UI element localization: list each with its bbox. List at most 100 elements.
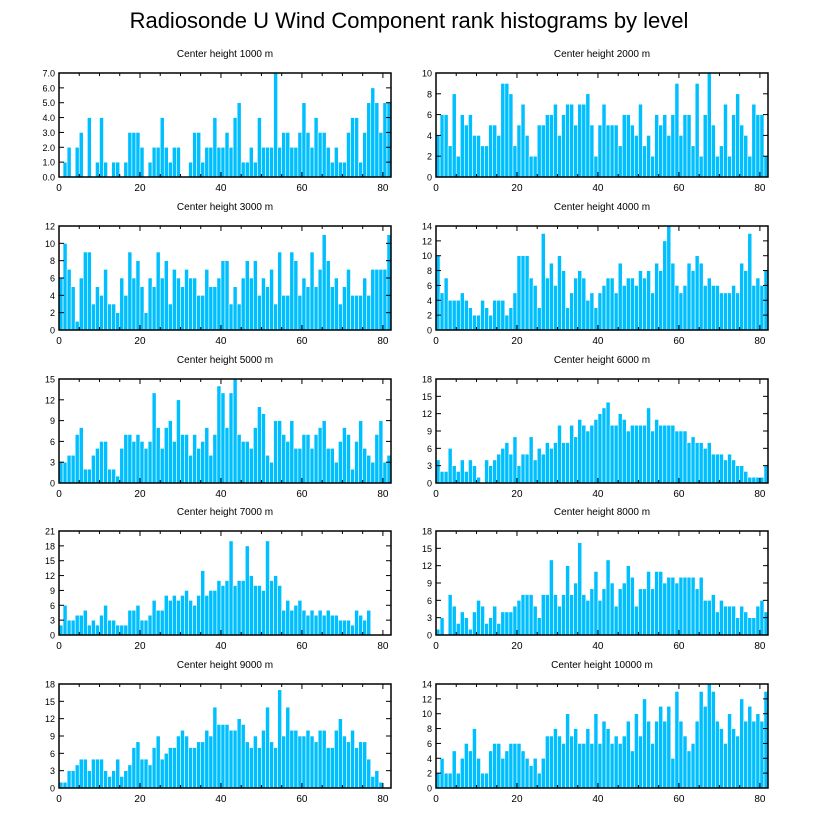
histogram-bar: [447, 594, 453, 636]
histogram-bar: [597, 124, 603, 178]
histogram-bar: [528, 594, 534, 636]
histogram-bar: [293, 260, 299, 331]
histogram-bar: [151, 392, 157, 484]
histogram-bar: [597, 743, 603, 789]
histogram-bar: [536, 124, 542, 178]
histogram-bar: [516, 600, 522, 636]
y-tick-label: 3: [427, 613, 432, 623]
histogram-bar: [297, 735, 303, 789]
y-tick-label: 2: [427, 769, 432, 779]
histogram-bar: [472, 465, 477, 484]
histogram-bar: [702, 114, 708, 178]
panel-frame: [435, 225, 769, 331]
histogram-bar: [103, 441, 108, 484]
histogram-bar: [309, 448, 315, 484]
y-tick-label: 14: [422, 222, 432, 232]
histogram-bar: [269, 461, 274, 484]
histogram-bar: [253, 161, 258, 178]
histogram-bar: [597, 600, 603, 636]
histogram-bar: [678, 720, 684, 789]
histogram-bar: [468, 307, 473, 331]
histogram-bar: [464, 743, 469, 789]
histogram-bar: [662, 424, 668, 484]
histogram-bar: [151, 747, 157, 789]
histogram-bar: [131, 441, 137, 484]
histogram-bar: [621, 735, 627, 789]
histogram-bar: [735, 735, 740, 789]
histogram-bar: [613, 424, 619, 484]
histogram-bar: [358, 420, 363, 484]
histogram-bar: [585, 728, 591, 789]
y-tick-label: 6: [50, 749, 55, 759]
histogram-bar: [557, 605, 562, 636]
histogram-bar: [362, 619, 368, 636]
histogram-bar: [374, 770, 380, 789]
histogram-bar: [686, 262, 692, 331]
histogram-bar: [747, 705, 753, 789]
histogram-bar: [224, 580, 230, 636]
x-tick-label: 80: [377, 183, 389, 194]
histogram-bar: [248, 277, 254, 331]
y-tick-label: 15: [45, 697, 55, 707]
histogram-bar: [350, 729, 355, 789]
histogram-bar: [103, 269, 108, 331]
histogram-bar: [439, 471, 445, 484]
y-tick-label: 18: [45, 541, 55, 551]
histogram-bar: [617, 262, 623, 331]
x-tick-label: 20: [511, 794, 523, 805]
x-tick-label: 0: [433, 794, 439, 805]
histogram-bar: [536, 307, 542, 331]
histogram-bar: [504, 611, 510, 636]
histogram-bar: [504, 750, 510, 789]
histogram-bar: [111, 770, 116, 789]
histogram-bar: [484, 307, 489, 331]
histogram-bar: [350, 468, 355, 484]
histogram-bar: [731, 728, 736, 789]
y-tick-label: 0: [50, 326, 55, 336]
histogram-bar: [285, 132, 291, 178]
histogram-bar: [265, 146, 270, 178]
histogram-bar: [338, 718, 343, 789]
histogram-bar: [232, 729, 238, 789]
histogram-bar: [646, 135, 651, 178]
histogram-bar: [569, 735, 574, 789]
histogram-bar: [184, 434, 189, 484]
histogram-bar: [561, 594, 566, 636]
histogram-bar: [354, 609, 359, 636]
histogram-bar: [569, 292, 574, 331]
histogram-bar: [447, 145, 453, 178]
y-tick-label: 21: [45, 527, 55, 537]
histogram-bar: [216, 580, 222, 636]
histogram-bar: [597, 413, 603, 484]
histogram-bar: [472, 728, 477, 789]
histogram-bar: [747, 617, 753, 636]
histogram-bar: [257, 406, 262, 484]
histogram-bar: [127, 764, 133, 789]
histogram-bar: [686, 114, 692, 178]
histogram-bar: [759, 285, 765, 331]
histogram-bar: [172, 595, 177, 636]
histogram-bar: [313, 614, 319, 636]
histogram-bar: [135, 741, 141, 789]
histogram-bar: [464, 299, 469, 331]
x-tick-label: 60: [296, 183, 308, 194]
histogram-bar: [447, 299, 453, 331]
histogram-bar: [155, 735, 161, 789]
y-tick-label: 8: [50, 256, 55, 266]
histogram-bar: [694, 588, 700, 636]
histogram-bar: [480, 299, 485, 331]
histogram-bar: [739, 465, 745, 484]
histogram-bar: [443, 471, 449, 484]
x-tick-label: 20: [134, 489, 146, 500]
y-tick-label: 0: [50, 479, 55, 489]
histogram-bar: [265, 286, 270, 331]
histogram-bar: [208, 454, 214, 484]
histogram-bar: [455, 623, 461, 636]
histogram-bar: [577, 743, 583, 789]
histogram-bar: [731, 459, 736, 484]
histogram-bar: [216, 146, 222, 178]
histogram-bar: [711, 691, 716, 789]
histogram-bar: [139, 286, 145, 331]
histogram-bar: [459, 757, 465, 789]
y-tick-label: 1.0: [42, 158, 55, 168]
